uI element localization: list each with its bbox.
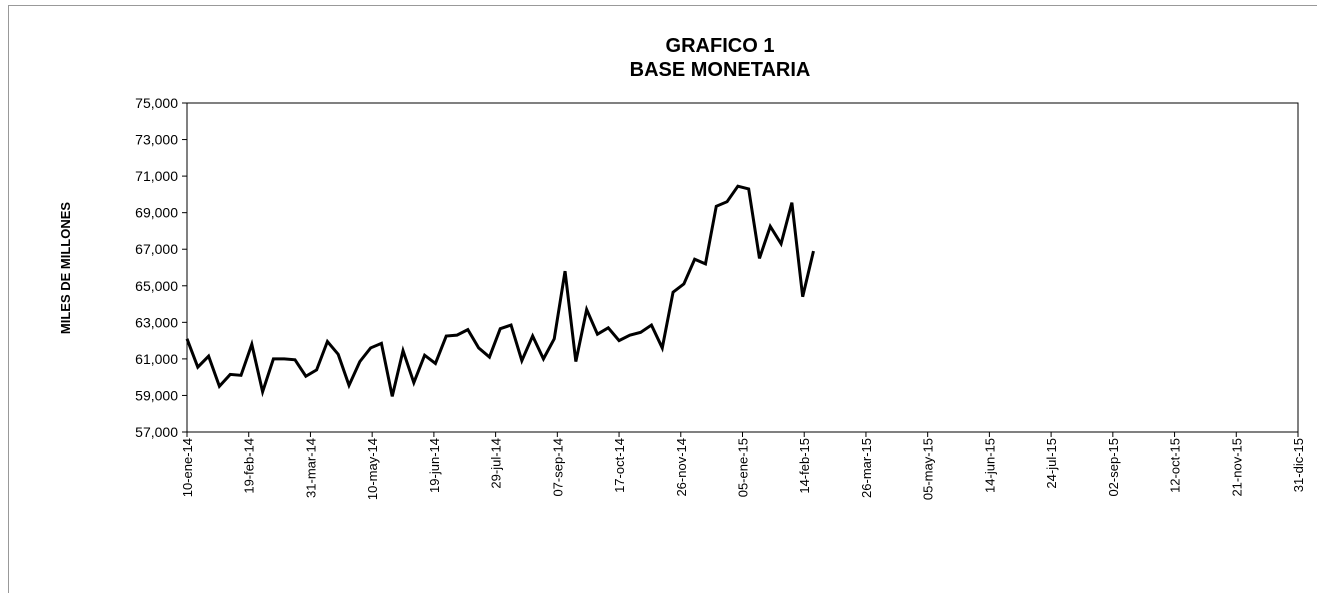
x-tick-label: 14-feb-15 [797,438,812,494]
x-tick-label: 02-sep-15 [1106,438,1121,497]
x-tick-label: 10-ene-14 [180,438,195,497]
x-tick-label: 05-ene-15 [736,438,751,497]
x-tick-label: 31-mar-14 [303,438,318,498]
y-tick-label: 59,000 [135,387,178,403]
x-tick-label: 12-oct-15 [1168,438,1183,493]
y-tick-label: 63,000 [135,314,178,330]
x-tick-label: 26-nov-14 [674,438,689,497]
x-tick-label: 24-jul-15 [1044,438,1059,489]
x-tick-label: 29-jul-14 [489,438,504,489]
y-tick-label: 57,000 [135,424,178,440]
x-tick-label: 31-dic-15 [1291,438,1306,492]
x-tick-label: 19-feb-14 [242,438,257,494]
x-tick-label: 05-may-15 [921,438,936,500]
x-tick-label: 07-sep-14 [550,438,565,497]
y-axis-label: MILES DE MILLONES [58,202,73,335]
y-tick-label: 69,000 [135,205,178,221]
x-tick-label: 21-nov-15 [1229,438,1244,497]
y-tick-label: 61,000 [135,351,178,367]
x-tick-label: 26-mar-15 [859,438,874,498]
x-tick-label: 17-oct-14 [612,438,627,493]
x-tick-label: 10-may-14 [365,438,380,500]
plot-area [186,102,1299,433]
y-tick-label: 71,000 [135,168,178,184]
y-tick-label: 75,000 [135,95,178,111]
y-tick-label: 65,000 [135,278,178,294]
y-tick-label: 73,000 [135,132,178,148]
y-tick-label: 67,000 [135,241,178,257]
x-tick-label: 19-jun-14 [427,438,442,493]
line-series [185,184,815,398]
chart-title: GRAFICO 1 [666,35,775,57]
x-tick-label: 14-jun-15 [982,438,997,493]
chart-subtitle: BASE MONETARIA [630,59,811,81]
